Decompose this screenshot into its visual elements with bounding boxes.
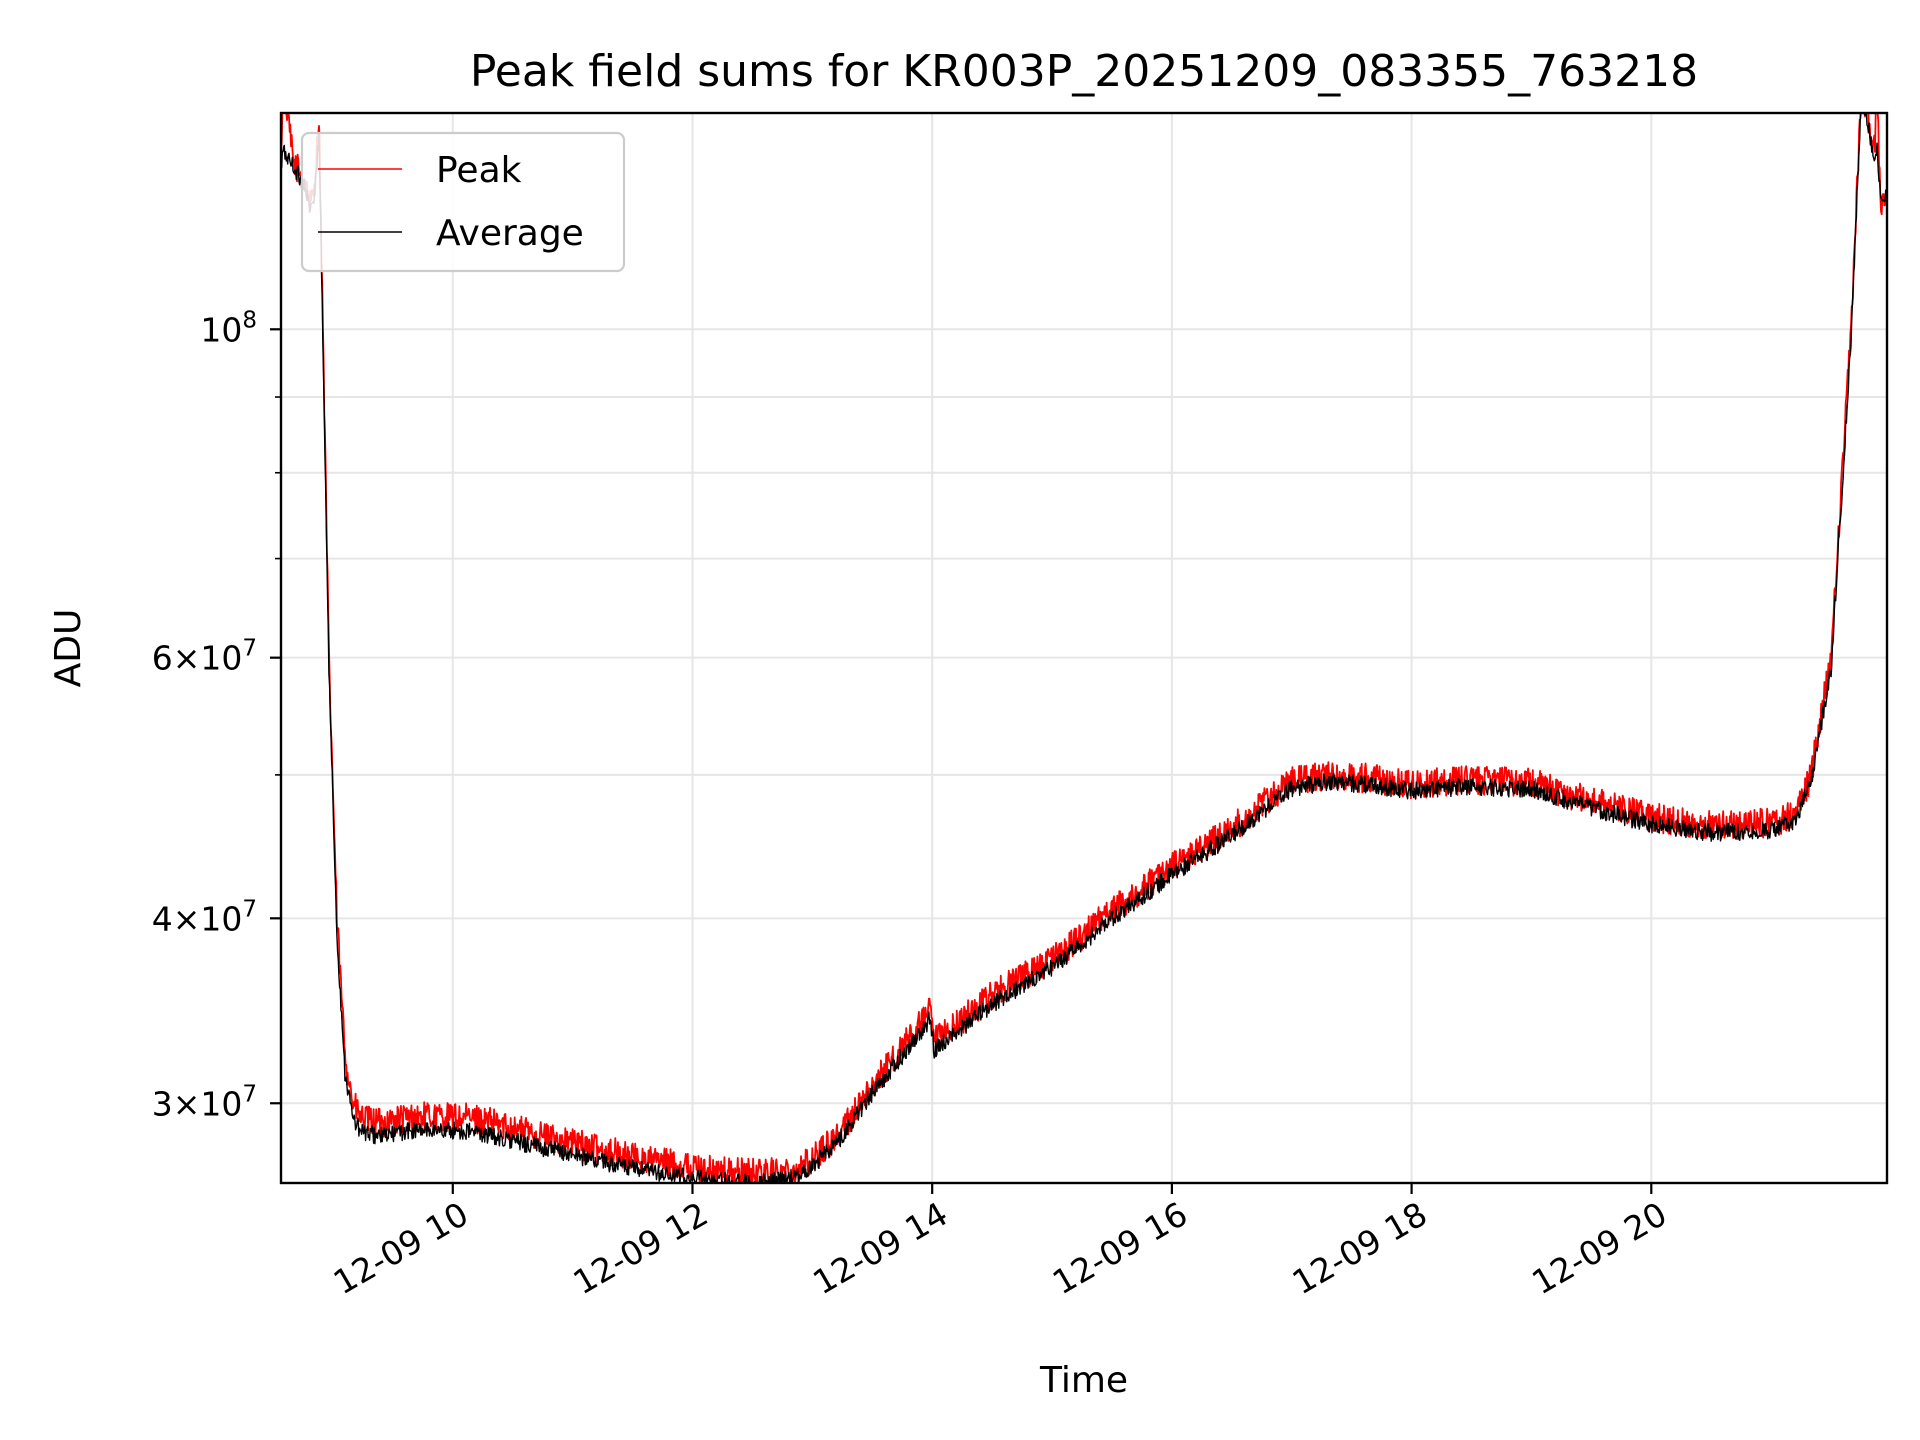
x-axis-label: Time [1039, 1360, 1128, 1401]
y-tick-label: 108 [200, 307, 257, 349]
series-line-average [280, 112, 1888, 1184]
y-tick-label: 3×107 [152, 1081, 257, 1123]
legend-box [300, 131, 626, 273]
legend-label-average: Average [436, 213, 584, 254]
y-tick-label: 6×107 [152, 636, 257, 678]
plot-series [280, 112, 1888, 1184]
grid-lines [281, 113, 1887, 1183]
y-tick-label: 4×107 [152, 896, 257, 938]
plot-frame [279, 111, 1889, 1185]
legend: Peak Average [300, 131, 626, 273]
chart-title: Peak field sums for KR003P_20251209_0833… [470, 46, 1698, 97]
legend-label-peak: Peak [436, 150, 522, 191]
y-axis-label: ADU [48, 609, 89, 688]
